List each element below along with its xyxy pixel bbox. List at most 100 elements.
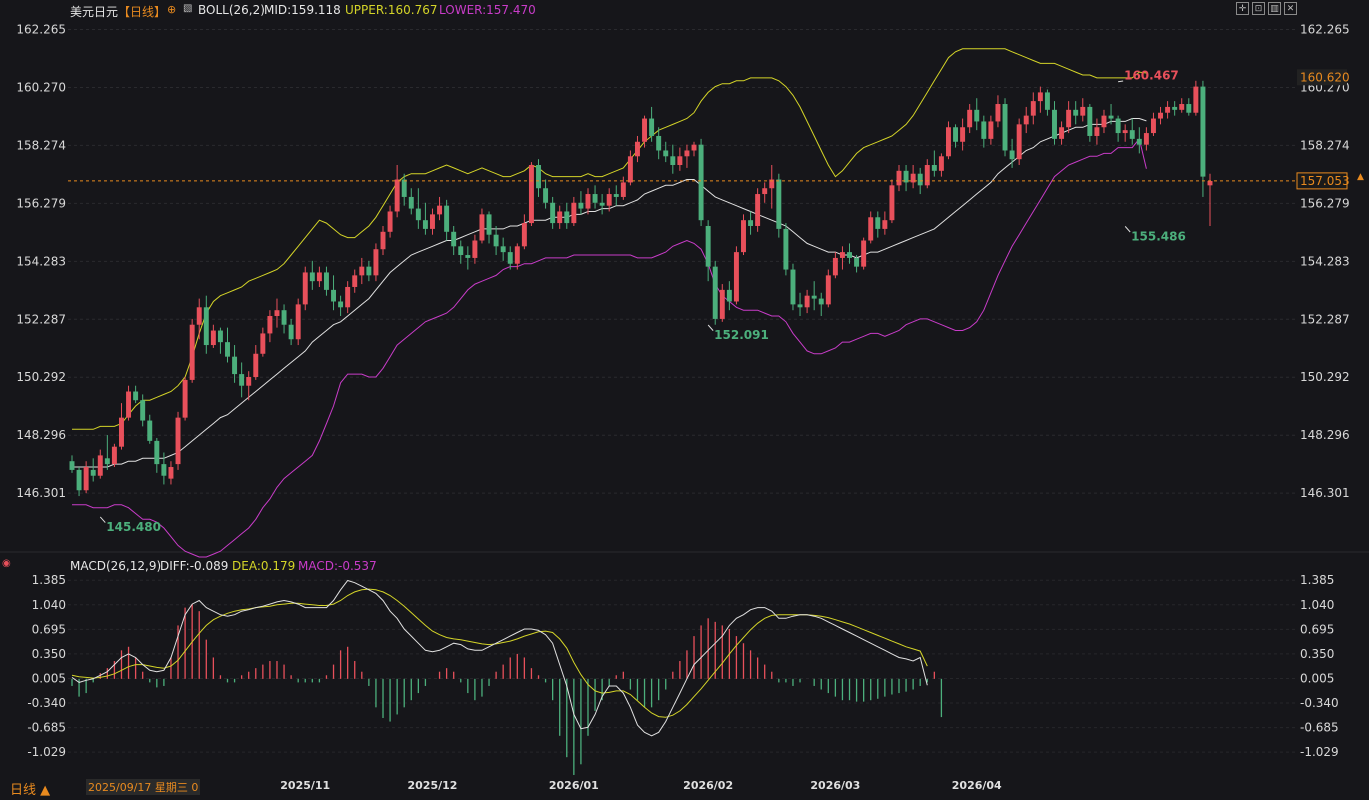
settings-circle-icon[interactable]: ⊕ [167, 3, 177, 16]
candle-body [783, 228, 789, 270]
candle-body [387, 211, 393, 232]
candle-body [239, 374, 245, 386]
macd-axis-right-label: 0.350 [1300, 647, 1334, 661]
macd-axis-left-label: -1.029 [27, 745, 66, 759]
candle-body [585, 194, 591, 209]
candle-body [168, 467, 174, 479]
candle-body [528, 165, 534, 224]
price-axis-left-label: 158.274 [16, 138, 66, 152]
candle-body [493, 234, 499, 247]
candle-body [451, 231, 457, 247]
candle-body [903, 170, 909, 183]
price-axis-right-label: 156.279 [1300, 196, 1350, 210]
candle-body [889, 185, 895, 221]
candle-body [380, 231, 386, 250]
candle-body [161, 464, 167, 476]
candle-body [1052, 109, 1057, 139]
candle-body [656, 135, 662, 151]
candle-body [769, 179, 775, 189]
candle-body [1044, 92, 1050, 110]
candle-body [825, 275, 831, 305]
candle-body [854, 257, 860, 267]
candle-body [1037, 92, 1043, 102]
candle-body [1059, 127, 1065, 139]
candle-body [981, 121, 987, 139]
candle-body [521, 223, 527, 247]
candle-body [663, 150, 669, 157]
low-label-3: 155.486 [1131, 229, 1186, 243]
candle-body [309, 272, 315, 282]
candle-body [1207, 180, 1213, 186]
crosshair-icon[interactable]: ✛ [1236, 2, 1249, 15]
candle-body [726, 289, 732, 302]
candle-body [1108, 115, 1114, 119]
candle-body [267, 316, 273, 334]
period-tag[interactable]: 【日线】 [118, 5, 167, 19]
candle-body [627, 156, 633, 183]
price-axis-left-label: 148.296 [16, 428, 66, 442]
candle-body [974, 109, 980, 122]
macd-value: MACD:-0.537 [298, 559, 377, 573]
macd-axis-right-label: -0.340 [1300, 696, 1339, 710]
candle-body [140, 400, 146, 421]
macd-axis-right-label: 1.385 [1300, 573, 1334, 587]
candle-body [415, 208, 421, 221]
candle-body [804, 295, 810, 308]
boll-name[interactable]: BOLL(26,2) [198, 3, 265, 17]
candle-body [422, 220, 428, 229]
candle-body [811, 295, 817, 299]
candle-body [748, 220, 754, 226]
candle-body [119, 417, 124, 447]
macd-dea: DEA:0.179 [232, 559, 296, 573]
month-label: 2026/03 [810, 779, 860, 792]
candle-body [458, 246, 464, 256]
candle-body [1016, 124, 1022, 160]
macd-settings-icon[interactable]: ◉ [2, 558, 11, 569]
high-label: 160.467 [1124, 69, 1179, 83]
price-alert-icon: ▲ [1357, 172, 1364, 182]
candle-body [1023, 115, 1029, 125]
period-selector[interactable]: 日线 ▲ [10, 783, 51, 798]
macd-diff-line [71, 579, 928, 737]
candle-body [295, 304, 301, 340]
candle-body [550, 202, 556, 224]
candle-body [797, 304, 803, 308]
candle-body [995, 104, 1001, 122]
boll-upper-line [72, 48, 1147, 430]
candle-body [97, 455, 103, 476]
candle-body [281, 310, 287, 325]
candle-body [712, 266, 718, 319]
month-label: 2026/04 [952, 779, 1002, 792]
price-axis-right-label: 150.292 [1300, 370, 1350, 384]
candle-body [210, 330, 216, 346]
macd-name[interactable]: MACD(26,12,9) [70, 559, 162, 573]
layout-icon[interactable]: ▥ [1268, 2, 1281, 15]
candle-body [953, 127, 959, 142]
candle-body [1136, 138, 1142, 145]
candle-body [910, 173, 916, 183]
close-icon[interactable]: ✕ [1284, 2, 1297, 15]
candle-body [1129, 130, 1135, 139]
candle-body [111, 446, 117, 465]
candle-body [818, 298, 824, 305]
candle-body [861, 240, 867, 267]
boll-lower-line [72, 137, 1147, 558]
candle-body [444, 205, 450, 232]
candle-body [338, 301, 344, 308]
expand-icon[interactable]: ⊡ [1252, 2, 1265, 15]
low-label-1-pointer [99, 516, 106, 523]
indicator-icon[interactable]: ▧ [183, 3, 193, 14]
candle-body [359, 266, 365, 276]
candle-body [967, 109, 973, 128]
candle-body [924, 165, 930, 186]
month-label: 2025/11 [280, 779, 330, 792]
candle-body [217, 330, 223, 343]
price-axis-right-label: 162.265 [1300, 23, 1350, 37]
candle-body [1080, 106, 1086, 116]
candle-body [1179, 104, 1185, 110]
candle-body [288, 324, 294, 340]
macd-axis-left-label: -0.340 [27, 696, 66, 710]
candle-body [931, 165, 937, 171]
